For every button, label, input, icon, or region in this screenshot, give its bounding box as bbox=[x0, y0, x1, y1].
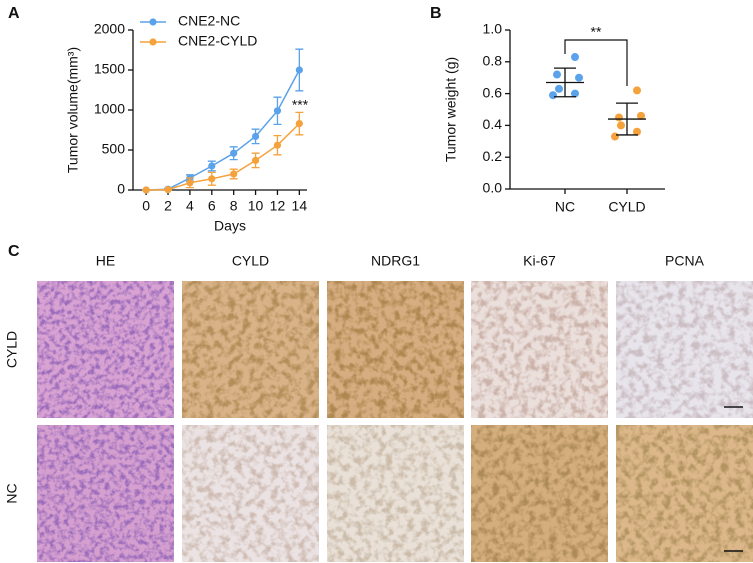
y-tick-label: 2000 bbox=[94, 21, 125, 37]
axis-line bbox=[509, 30, 665, 190]
y-tick-label: 500 bbox=[102, 141, 126, 157]
micrograph-texture bbox=[471, 281, 608, 418]
x-tick-label: 4 bbox=[186, 198, 194, 214]
column-label: PCNA bbox=[665, 253, 705, 269]
micrograph-texture bbox=[182, 425, 319, 562]
column-label: Ki-67 bbox=[523, 253, 556, 269]
data-point bbox=[230, 149, 238, 157]
micrograph-texture bbox=[37, 425, 174, 562]
x-axis-label: Days bbox=[214, 218, 246, 234]
data-point bbox=[637, 111, 645, 120]
data-point bbox=[273, 141, 282, 149]
y-tick-label: 1.0 bbox=[483, 21, 503, 37]
axis-line bbox=[132, 30, 307, 191]
sd-bar bbox=[554, 67, 576, 98]
micrograph-texture bbox=[327, 281, 464, 418]
panel-label: B bbox=[430, 5, 442, 22]
micrograph-texture bbox=[616, 281, 753, 418]
sd-bar bbox=[616, 102, 638, 136]
data-point bbox=[571, 53, 579, 62]
data-point bbox=[273, 107, 282, 115]
data-point bbox=[549, 91, 557, 100]
x-tick-label: 12 bbox=[270, 198, 286, 214]
data-point bbox=[251, 156, 260, 164]
x-tick-label: CYLD bbox=[608, 199, 645, 215]
legend-label: CNE2-CYLD bbox=[178, 33, 257, 49]
micrograph-texture bbox=[37, 281, 174, 418]
data-point bbox=[251, 132, 260, 140]
x-tick-label: 6 bbox=[208, 198, 216, 214]
annotation: ** bbox=[591, 24, 602, 40]
series-line bbox=[146, 69, 301, 191]
data-point bbox=[230, 170, 238, 178]
y-tick-label: 0 bbox=[117, 181, 125, 197]
significance-bracket bbox=[564, 39, 628, 86]
x-tick-label: 10 bbox=[248, 198, 264, 214]
y-tick-label: 1000 bbox=[94, 101, 125, 117]
panel-label: A bbox=[8, 5, 20, 22]
data-point bbox=[633, 86, 641, 95]
data-point bbox=[633, 127, 641, 136]
series-line bbox=[146, 123, 300, 191]
data-point bbox=[164, 186, 172, 194]
legend-marker bbox=[149, 18, 157, 26]
x-tick-label: NC bbox=[555, 199, 575, 215]
y-tick-label: 1500 bbox=[94, 61, 125, 77]
data-point bbox=[617, 121, 625, 130]
y-axis-label: Tumor volume(mm³) bbox=[65, 47, 81, 173]
panel-label: C bbox=[8, 243, 20, 260]
data-point bbox=[142, 186, 150, 194]
data-point bbox=[295, 120, 303, 128]
y-tick-label: 0.8 bbox=[483, 53, 503, 69]
data-point bbox=[295, 66, 303, 74]
data-point bbox=[553, 70, 561, 79]
data-point bbox=[611, 132, 619, 141]
data-point bbox=[615, 113, 623, 122]
x-tick-label: 8 bbox=[230, 198, 238, 214]
legend-label: CNE2-NC bbox=[178, 13, 240, 29]
x-tick-label: 14 bbox=[292, 198, 308, 214]
column-label: CYLD bbox=[232, 253, 269, 269]
micrograph-texture bbox=[616, 425, 753, 562]
data-point bbox=[575, 73, 583, 82]
micrograph-texture bbox=[182, 281, 319, 418]
row-label: NC bbox=[4, 483, 20, 503]
legend-marker bbox=[149, 38, 157, 46]
annotation: *** bbox=[292, 97, 309, 113]
micrograph-texture bbox=[471, 425, 608, 562]
column-label: HE bbox=[96, 253, 115, 269]
y-tick-label: 0.2 bbox=[483, 148, 503, 164]
column-label: NDRG1 bbox=[371, 253, 420, 269]
data-point bbox=[555, 84, 563, 93]
data-point bbox=[208, 175, 216, 183]
y-axis-label: Tumor weight (g) bbox=[443, 57, 459, 162]
micrograph-texture bbox=[327, 425, 464, 562]
data-point bbox=[208, 162, 216, 170]
data-point bbox=[571, 89, 579, 98]
x-tick-label: 0 bbox=[142, 198, 150, 214]
y-tick-label: 0.6 bbox=[483, 84, 503, 100]
y-tick-label: 0.0 bbox=[483, 180, 503, 196]
row-label: CYLD bbox=[4, 331, 20, 368]
x-tick-label: 2 bbox=[164, 198, 172, 214]
y-tick-label: 0.4 bbox=[483, 116, 503, 132]
data-point bbox=[186, 179, 194, 187]
